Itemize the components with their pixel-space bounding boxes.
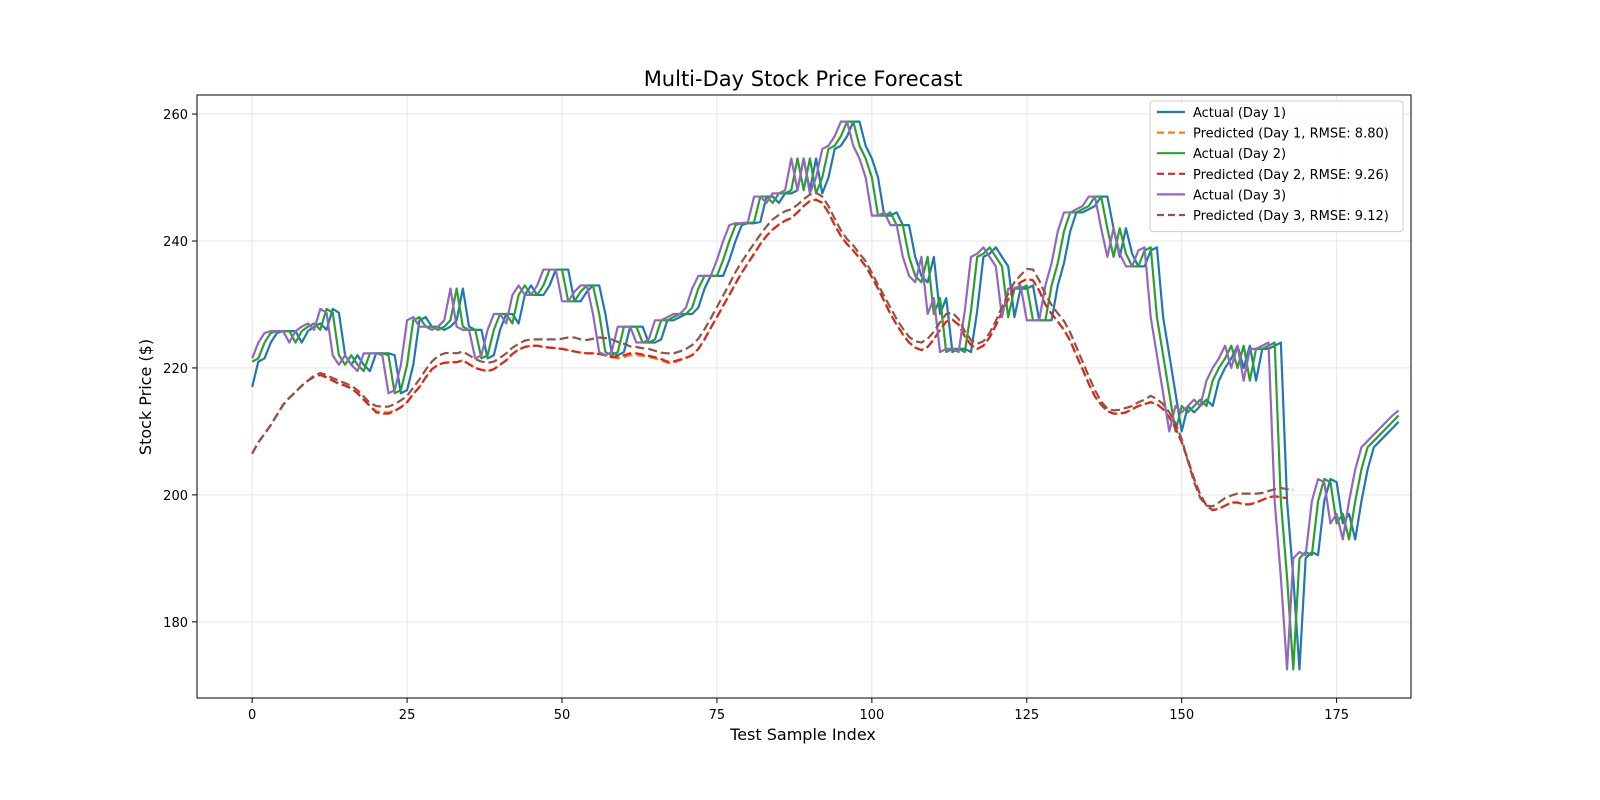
x-tick-label: 25 [399,708,416,723]
series-line-3 [251,120,1400,671]
series-line-6 [251,191,1294,508]
legend-label: Actual (Day 3) [1193,188,1286,203]
x-tick-label: 100 [859,708,884,723]
legend-label: Predicted (Day 2, RMSE: 9.26) [1193,168,1389,183]
x-tick-label: 50 [554,708,571,723]
y-tick-label: 220 [163,362,188,377]
legend-label: Predicted (Day 3, RMSE: 9.12) [1193,209,1389,224]
y-tick-label: 200 [163,489,188,504]
chart-title: Multi-Day Stock Price Forecast [644,67,963,91]
legend-label: Actual (Day 2) [1193,147,1286,162]
x-tick-label: 75 [709,708,726,723]
legend-label: Predicted (Day 1, RMSE: 8.80) [1193,127,1389,142]
legend-box [1149,100,1404,233]
axis-ticks: 0 25 50 75 100 125 150 175 180 200 220 240 260 [163,108,1349,723]
series-line-4 [251,198,1288,512]
y-tick-label: 180 [163,616,188,631]
x-tick-label: 150 [1169,708,1194,723]
y-tick-label: 240 [163,235,188,250]
plot-area-frame [196,94,1412,699]
x-axis-title: Test Sample Index [729,725,876,744]
x-tick-label: 0 [248,708,256,723]
x-tick-label: 125 [1014,708,1039,723]
series-lines [251,120,1400,671]
y-axis-title: Stock Price ($) [136,339,155,455]
series-line-5 [251,120,1400,671]
y-tick-label: 260 [163,108,188,123]
legend: Actual (Day 1) Predicted (Day 1, RMSE: 8.… [1149,100,1404,233]
x-tick-label: 175 [1324,708,1349,723]
legend-label: Actual (Day 1) [1193,106,1286,121]
